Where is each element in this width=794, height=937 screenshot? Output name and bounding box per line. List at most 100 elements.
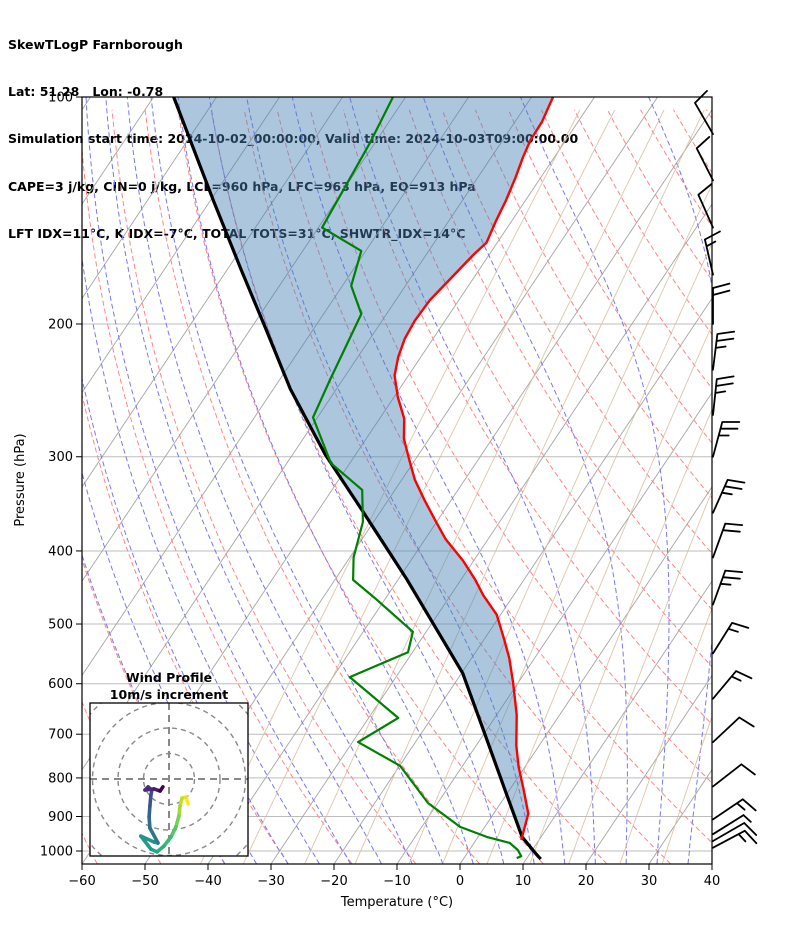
wind-barb: [712, 479, 746, 514]
dry-adiabat-line: [507, 109, 712, 444]
mixing-ratio-line: [242, 109, 616, 864]
mixing-ratio-line: [661, 715, 712, 864]
wind-barb: [697, 183, 714, 229]
chart-title: SkewTLogP Farnborough: [8, 36, 183, 52]
temperature-curve: [393, 97, 555, 841]
hodograph-ring: [117, 727, 221, 831]
dry-adiabat-line: [111, 109, 417, 864]
dry-adiabat-line: [243, 109, 671, 864]
y-tick-label: 500: [48, 618, 73, 633]
y-tick-label: 100: [48, 91, 73, 106]
moist-adiabat-line: [82, 376, 289, 864]
isotherm-line: [82, 97, 343, 488]
mixing-ratio-line: [354, 109, 705, 864]
wind-barb: [704, 230, 721, 276]
dry-adiabat-line: [375, 109, 712, 668]
y-tick-label: 300: [48, 450, 73, 465]
isotherm-line: [522, 580, 712, 864]
hodograph-trace-segment: [158, 785, 165, 793]
x-tick-label: 30: [641, 874, 658, 889]
x-tick-label: −30: [257, 874, 284, 889]
dry-adiabat-line: [474, 109, 712, 499]
mixing-ratio-line: [568, 489, 712, 864]
wind-barb: [712, 282, 731, 325]
moist-adiabat-line: [520, 97, 670, 864]
dry-adiabat-line: [210, 109, 608, 864]
y-tick-label: 200: [48, 317, 73, 332]
x-tick-label: −40: [194, 874, 221, 889]
dry-adiabat-line: [82, 143, 353, 864]
wind-barb: [712, 763, 756, 788]
hodograph-trace-segment: [162, 835, 173, 848]
isotherm-line: [82, 97, 217, 300]
dry-adiabat-line: [540, 109, 712, 390]
y-tick-label: 700: [48, 728, 73, 743]
y-tick-label: 1000: [40, 845, 73, 860]
wind-barb: [712, 670, 753, 700]
moist-adiabat-line: [246, 97, 535, 864]
profile-curves: [172, 97, 555, 861]
dry-adiabat-line: [640, 109, 712, 228]
time-line: Simulation start time: 2024-10-02_00:00:…: [8, 131, 578, 147]
dry-adiabat-line: [441, 109, 712, 555]
moist-adiabat-line: [82, 255, 320, 864]
mixing-ratio-line: [304, 109, 665, 864]
cape-shading-area: [173, 97, 553, 860]
y-tick-label: 600: [48, 677, 73, 692]
wind-barb: [712, 375, 735, 416]
moist-adiabat-line: [422, 97, 628, 864]
dry-adiabat-line: [177, 109, 544, 864]
hodograph-border: [89, 702, 249, 857]
x-tick-label: 0: [456, 874, 464, 889]
hodograph-trace-segment: [174, 814, 181, 829]
hodograph-trace-segment: [169, 825, 178, 839]
wind-barb: [712, 522, 744, 559]
isotherm-line: [711, 863, 712, 864]
moist-adiabat-line: [105, 97, 382, 864]
wind-barb: [712, 822, 758, 842]
moist-adiabat-line: [208, 97, 505, 864]
indices-line-2: LFT IDX=11°C, K IDX=-7°C, TOTAL TOTS=31°…: [8, 226, 465, 242]
x-tick-label: −10: [383, 874, 410, 889]
wind-barb: [712, 829, 758, 849]
wind-barbs: [694, 90, 758, 849]
x-tick-label: 40: [704, 874, 721, 889]
y-tick-label: 800: [48, 771, 73, 786]
dewpoint-curve: [311, 97, 523, 860]
wind-barb: [712, 421, 741, 458]
mixing-ratio-line: [442, 242, 712, 864]
dry-adiabat-line: [342, 109, 712, 726]
hodograph-inset: [89, 702, 249, 857]
wind-barb: [712, 798, 757, 821]
wind-barb: [712, 569, 744, 606]
mixing-ratio-line: [529, 408, 712, 864]
isotherm-line: [82, 97, 469, 677]
hodograph-trace-segment: [147, 815, 152, 830]
indices-line-1: CAPE=3 j/kg, CIN=0 j/kg, LCL=960 hPa, LF…: [8, 178, 476, 194]
hodograph-title: Wind Profile: [126, 670, 212, 685]
x-tick-label: −60: [68, 874, 95, 889]
wind-barb: [712, 814, 752, 836]
cape-shading: [173, 97, 553, 860]
x-tick-label: 10: [515, 874, 532, 889]
isotherm-line: [648, 768, 712, 864]
moist-adiabat-line: [177, 97, 474, 864]
moist-adiabat-line: [126, 97, 413, 864]
isotherm-line: [396, 391, 712, 864]
x-tick-label: 20: [578, 874, 595, 889]
moist-adiabat-line: [291, 97, 566, 864]
isotherm-line: [207, 109, 712, 864]
parcel-curve: [172, 97, 542, 861]
wind-barb: [712, 622, 750, 655]
wind-barb: [694, 90, 714, 135]
hodograph-trace-segment: [148, 793, 153, 808]
dry-adiabat-line: [673, 109, 712, 174]
dry-adiabat-line: [309, 109, 712, 784]
isotherm-line: [82, 97, 280, 394]
header-block: SkewTLogP Farnborough Lat: 51.28 Lon: -0…: [8, 5, 578, 274]
dry-adiabat-line: [607, 109, 712, 282]
moist-adiabat-line: [85, 97, 351, 864]
